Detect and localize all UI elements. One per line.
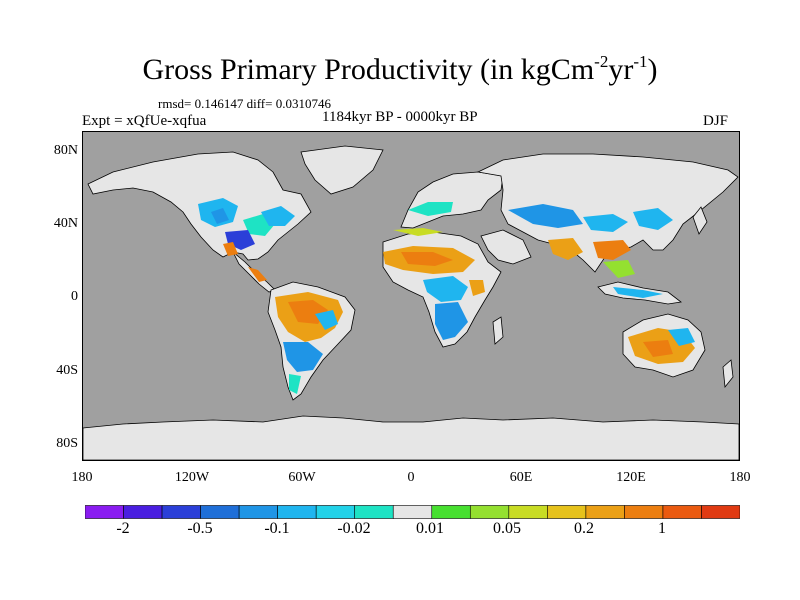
world-map bbox=[82, 131, 740, 461]
colorbar-label: -0.5 bbox=[187, 520, 213, 537]
colorbar-label: 0.05 bbox=[493, 520, 521, 537]
asia bbox=[476, 153, 739, 273]
colorbar-box bbox=[701, 505, 740, 519]
stats-text: rmsd= 0.146147 diff= 0.0310746 bbox=[158, 96, 331, 111]
colorbar-label: -0.1 bbox=[264, 520, 290, 537]
colorbar-box bbox=[315, 505, 356, 519]
madagascar bbox=[492, 316, 504, 345]
period-label: 1184kyr BP - 0000kyr BP bbox=[322, 109, 478, 125]
colorbar-box bbox=[392, 505, 433, 519]
japan bbox=[692, 206, 708, 235]
colorbar-label: 0.2 bbox=[574, 520, 594, 537]
colorbar bbox=[85, 505, 740, 519]
colorbar-box bbox=[431, 505, 471, 519]
colorbar-box bbox=[85, 505, 124, 519]
lat-label-80s: 80S bbox=[56, 436, 78, 451]
lon-label-60w: 60W bbox=[288, 470, 316, 485]
lon-label-60e: 60E bbox=[509, 470, 533, 485]
colorbar-box bbox=[123, 505, 163, 519]
colorbar-label: 0.01 bbox=[416, 520, 444, 537]
lat-label-80n: 80N bbox=[53, 143, 78, 158]
lon-label-120e: 120E bbox=[616, 470, 646, 485]
colorbar-box bbox=[624, 505, 664, 519]
lat-label-0: 0 bbox=[71, 289, 78, 304]
season-label: DJF bbox=[703, 113, 729, 129]
colorbar-box bbox=[508, 505, 548, 519]
lat-label-40s: 40S bbox=[56, 363, 78, 378]
colorbar-label: -0.02 bbox=[337, 520, 371, 537]
lon-label-180w: 180 bbox=[71, 470, 93, 485]
antarctica bbox=[83, 415, 739, 460]
greenland bbox=[300, 145, 384, 195]
new-zealand bbox=[722, 359, 734, 389]
colorbar-box bbox=[585, 505, 625, 519]
colorbar-box bbox=[662, 505, 702, 519]
anomaly-field bbox=[198, 198, 695, 394]
experiment-label: Expt = xQfUe-xqfua bbox=[82, 113, 207, 129]
colorbar-box bbox=[469, 505, 510, 519]
colorbar-box bbox=[277, 505, 317, 519]
chart-title: Gross Primary Productivity (in kgCm-2yr-… bbox=[142, 52, 658, 86]
colorbar-labels: -2 -0.5 -0.1 -0.02 0.01 0.05 0.2 1 bbox=[0, 520, 800, 540]
lon-label-180e: 180 bbox=[729, 470, 751, 485]
colorbar-box bbox=[354, 505, 394, 519]
colorbar-label: -2 bbox=[116, 520, 130, 537]
lon-label-0: 0 bbox=[407, 470, 415, 485]
colorbar-box bbox=[238, 505, 278, 519]
lat-label-40n: 40N bbox=[53, 216, 78, 231]
colorbar-box bbox=[547, 505, 587, 519]
arabia bbox=[480, 229, 532, 265]
colorbar-label: 1 bbox=[658, 520, 666, 537]
lon-label-120w: 120W bbox=[174, 470, 210, 485]
colorbar-box bbox=[200, 505, 240, 519]
colorbar-box bbox=[161, 505, 201, 519]
